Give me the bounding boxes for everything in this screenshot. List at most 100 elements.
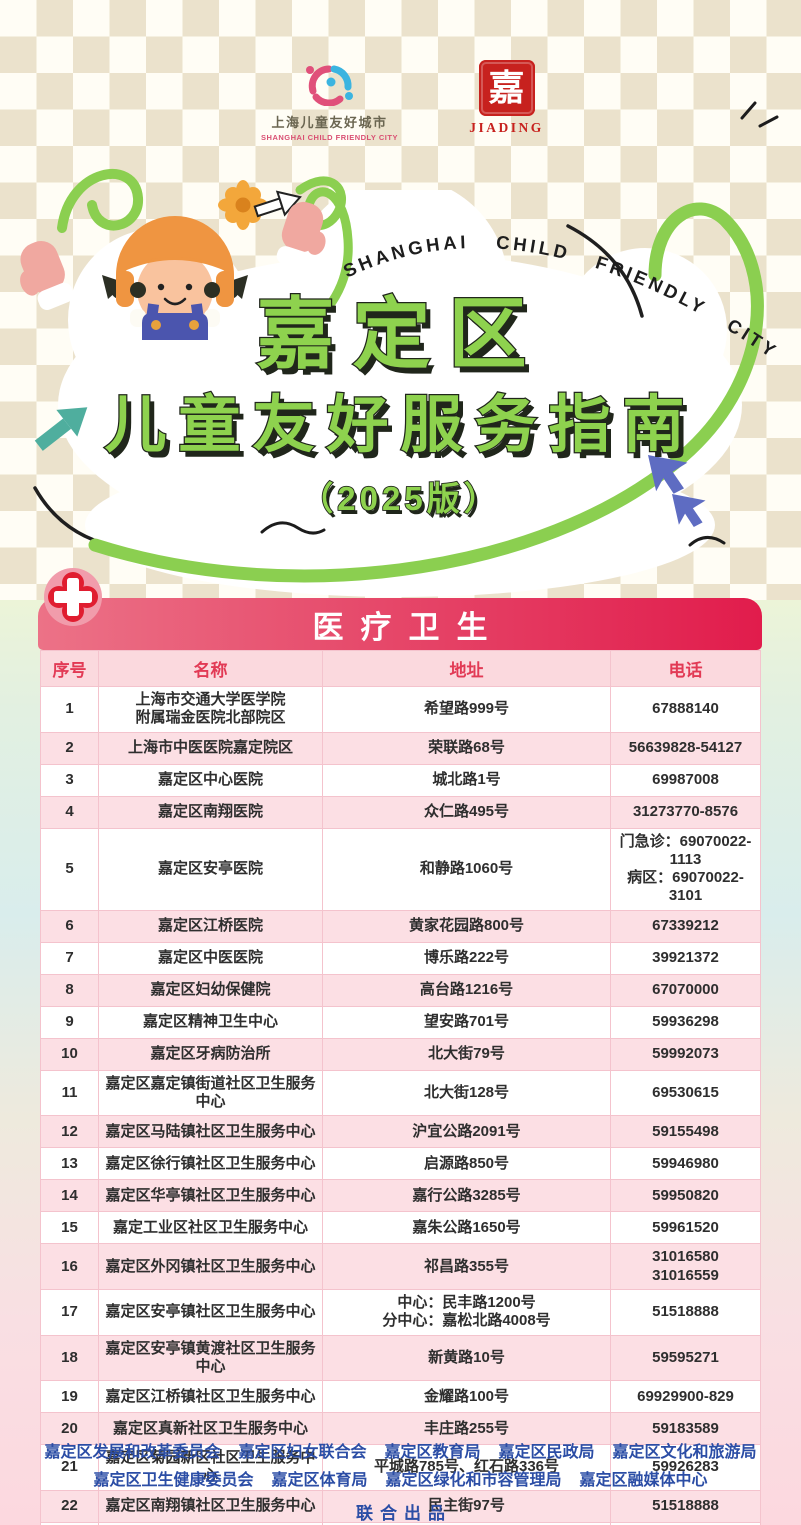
facility-phone: 59946980 bbox=[610, 1147, 761, 1181]
facility-name: 嘉定区南翔医院 bbox=[98, 795, 323, 829]
facility-name: 嘉定区南翔镇社区卫生服务中心 bbox=[98, 1489, 323, 1523]
medical-facilities-table: 序号 名称 地址 电话 1 上海市交通大学医学院 附属瑞金医院北部院区 希望路9… bbox=[40, 650, 761, 1525]
jiading-seal-logo: 嘉 JIADING bbox=[462, 60, 552, 136]
facility-address: 荣联路68号 bbox=[322, 731, 611, 765]
table-row: 5 嘉定区安亭医院 和静路1060号 门急诊：69070022-1113 病区：… bbox=[40, 827, 761, 911]
row-index: 3 bbox=[40, 763, 99, 797]
facility-phone: 59961520 bbox=[610, 1211, 761, 1245]
facility-name: 嘉定区安亭医院 bbox=[98, 827, 323, 911]
facility-name: 上海市中医医院嘉定院区 bbox=[98, 731, 323, 765]
medical-cross-icon bbox=[44, 568, 102, 626]
col-header-phone: 电话 bbox=[610, 650, 761, 687]
row-index: 1 bbox=[40, 686, 99, 733]
facility-name: 嘉定区精神卫生中心 bbox=[98, 1005, 323, 1039]
table-row: 8 嘉定区妇幼保健院 高台路1216号 67070000 bbox=[40, 973, 761, 1007]
facility-name: 嘉定区华亭镇社区卫生服务中心 bbox=[98, 1179, 323, 1213]
facility-phone: 39921372 bbox=[610, 941, 761, 975]
right-hand-illustration bbox=[276, 201, 326, 270]
table-row: 6 嘉定区江桥医院 黄家花园路800号 67339212 bbox=[40, 909, 761, 943]
cloud-outline-stroke bbox=[566, 224, 644, 318]
jiading-seal-icon: 嘉 bbox=[478, 60, 535, 116]
teal-arrow-icon bbox=[34, 407, 88, 451]
facility-name: 嘉定区牙病防治所 bbox=[98, 1037, 323, 1071]
producer-line-1: 嘉定区发展和改革委员会 嘉定区妇女联合会 嘉定区教育局 嘉定区民政局 嘉定区文化和旅游局 bbox=[0, 1438, 801, 1462]
blue-cursor-arrow-icon bbox=[648, 455, 706, 527]
row-index: 7 bbox=[40, 941, 99, 975]
table-row: 23 嘉定区迎园医院 墅沟路400号 59987887 bbox=[40, 1521, 761, 1525]
table-row: 18 嘉定区安亭镇黄渡社区卫生服务中心 新黄路10号 59595271 bbox=[40, 1334, 761, 1382]
col-header-no: 序号 bbox=[40, 650, 99, 687]
cloud-shape bbox=[33, 190, 742, 597]
table-row: 17 嘉定区安亭镇社区卫生服务中心 中心：民丰路1200号 分中心：嘉松北路40… bbox=[40, 1288, 761, 1336]
facility-address: 新黄路10号 bbox=[322, 1334, 611, 1382]
facility-phone: 67339212 bbox=[610, 909, 761, 943]
header-logos: 上海儿童友好城市 SHANGHAI CHILD FRIENDLY CITY 嘉 … bbox=[0, 60, 801, 142]
producer-org: 嘉定区妇女联合会 bbox=[238, 1444, 367, 1461]
facility-address: 北大街79号 bbox=[322, 1037, 611, 1071]
facility-address: 望安路701号 bbox=[322, 1005, 611, 1039]
facility-address: 沪宜公路2091号 bbox=[322, 1115, 611, 1149]
producer-org: 嘉定区民政局 bbox=[498, 1444, 595, 1461]
facility-phone: 69929900-829 bbox=[610, 1380, 761, 1414]
facility-phone: 59992073 bbox=[610, 1037, 761, 1071]
green-squiggle bbox=[295, 176, 353, 307]
col-header-address: 地址 bbox=[322, 650, 611, 687]
girl-illustration bbox=[102, 216, 248, 340]
table-row: 16 嘉定区外冈镇社区卫生服务中心 祁昌路355号 31016580 31016… bbox=[40, 1243, 761, 1290]
facility-address: 城北路1号 bbox=[322, 763, 611, 797]
facility-name: 嘉定区妇幼保健院 bbox=[98, 973, 323, 1007]
facility-phone: 59595271 bbox=[610, 1334, 761, 1382]
facility-phone: 59950820 bbox=[610, 1179, 761, 1213]
row-index: 9 bbox=[40, 1005, 99, 1039]
table-row: 4 嘉定区南翔医院 众仁路495号 31273770-8576 bbox=[40, 795, 761, 829]
facility-address: 丰庄路255号 bbox=[322, 1412, 611, 1446]
shanghai-child-friendly-city-logo: 上海儿童友好城市 SHANGHAI CHILD FRIENDLY CITY bbox=[250, 60, 410, 142]
facility-address: 中心：民丰路1200号 分中心：嘉松北路4008号 bbox=[322, 1288, 611, 1336]
table-row: 20 嘉定区真新社区卫生服务中心 丰庄路255号 59183589 bbox=[40, 1412, 761, 1446]
table-row: 3 嘉定区中心医院 城北路1号 69987008 bbox=[40, 763, 761, 797]
row-index: 4 bbox=[40, 795, 99, 829]
facility-address: 众仁路495号 bbox=[322, 795, 611, 829]
row-index: 20 bbox=[40, 1412, 99, 1446]
producer-line-2: 嘉定区卫生健康委员会 嘉定区体育局 嘉定区绿化和市容管理局 嘉定区融媒体中心 bbox=[0, 1466, 801, 1490]
row-index: 15 bbox=[40, 1211, 99, 1245]
facility-address: 祁昌路355号 bbox=[322, 1243, 611, 1290]
green-swoosh bbox=[88, 202, 764, 583]
facility-address: 和静路1060号 bbox=[322, 827, 611, 911]
table-row: 13 嘉定区徐行镇社区卫生服务中心 启源路850号 59946980 bbox=[40, 1147, 761, 1181]
col-header-name: 名称 bbox=[98, 650, 323, 687]
facility-name: 嘉定区安亭镇社区卫生服务中心 bbox=[98, 1288, 323, 1336]
facility-address: 博乐路222号 bbox=[322, 941, 611, 975]
facility-phone: 59926283 bbox=[610, 1444, 761, 1491]
facility-name: 嘉定工业区社区卫生服务中心 bbox=[98, 1211, 323, 1245]
jiading-label: JIADING bbox=[469, 120, 544, 135]
facility-phone: 56639828-54127 bbox=[610, 731, 761, 765]
facility-phone: 门急诊：69070022-1113 病区：69070022-3101 bbox=[610, 827, 761, 911]
green-swirl bbox=[57, 169, 143, 233]
row-index: 2 bbox=[40, 731, 99, 765]
arc-text: SHANGHAI CHILD FRIENDLY CITY bbox=[340, 231, 779, 363]
poster-title-line2: 儿童友好服务指南 bbox=[103, 390, 697, 462]
smiley-logo-icon bbox=[305, 65, 353, 107]
table-header-row: 序号 名称 地址 电话 bbox=[40, 650, 761, 687]
facility-phone: 51518888 bbox=[610, 1288, 761, 1336]
facility-name: 嘉定区中医医院 bbox=[98, 941, 323, 975]
facility-address: 嘉行公路3285号 bbox=[322, 1179, 611, 1213]
row-index: 13 bbox=[40, 1147, 99, 1181]
facility-name: 嘉定区江桥医院 bbox=[98, 909, 323, 943]
facility-phone: 69530615 bbox=[610, 1069, 761, 1117]
row-index: 22 bbox=[40, 1489, 99, 1523]
table-row: 22 嘉定区南翔镇社区卫生服务中心 民主街97号 51518888 bbox=[40, 1489, 761, 1523]
facility-phone: 51518888 bbox=[610, 1489, 761, 1523]
row-index: 11 bbox=[40, 1069, 99, 1117]
row-index: 12 bbox=[40, 1115, 99, 1149]
facility-name: 嘉定区菊园新区社区卫生服务中心 bbox=[98, 1444, 323, 1491]
facility-name: 嘉定区真新社区卫生服务中心 bbox=[98, 1412, 323, 1446]
row-index: 14 bbox=[40, 1179, 99, 1213]
facility-phone: 59987887 bbox=[610, 1521, 761, 1525]
producer-org: 嘉定区教育局 bbox=[384, 1444, 481, 1461]
white-arrow-icon bbox=[253, 190, 302, 218]
section-title: 医疗卫生 bbox=[312, 609, 505, 645]
footer: 嘉定区发展和改革委员会 嘉定区妇女联合会 嘉定区教育局 嘉定区民政局 嘉定区文化和旅游局… bbox=[0, 1434, 801, 1524]
table-row: 15 嘉定工业区社区卫生服务中心 嘉朱公路1650号 59961520 bbox=[40, 1211, 761, 1245]
